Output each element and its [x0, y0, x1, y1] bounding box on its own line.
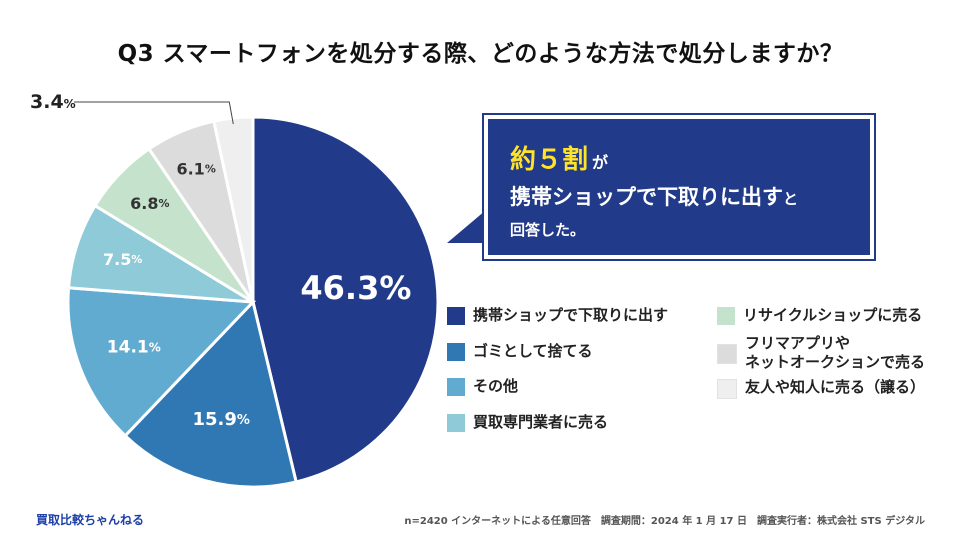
legend-label-3: 買取専門業者に売る [473, 413, 609, 431]
legend-swatch-2 [447, 378, 465, 396]
callout-line2-tail: と [783, 190, 799, 208]
legend-item-1: ゴミとして捨てる [447, 342, 593, 361]
slice-leader-line-6 [74, 101, 234, 125]
pie-slice-0 [251, 115, 440, 484]
legend-item-2: その他 [447, 377, 518, 396]
slice-unit-outside: % [63, 97, 76, 111]
legend-label-1: ゴミとして捨てる [473, 342, 593, 360]
legend-label-6: 友人や知人に売る（譲る） [745, 378, 926, 396]
callout-pointer [447, 205, 492, 243]
legend-swatch-3 [447, 414, 465, 432]
slice-label-3: 7.5% [103, 249, 142, 268]
callout-line3: 回答した。 [510, 221, 586, 239]
slice-label-4: 6.8% [130, 193, 169, 212]
pie-slice-1 [123, 298, 298, 489]
slice-label-0: 46.3% [300, 269, 411, 307]
callout-box: 約５割が 携帯ショップで下取りに出すと 回答した。 [484, 115, 874, 259]
legend-label-4: リサイクルショップに売る [743, 306, 923, 324]
slice-label-2: 14.1% [107, 338, 161, 358]
slice-label-outside: 3.4% [30, 91, 76, 113]
legend-label-2: その他 [473, 377, 519, 395]
legend-item-5: フリマアプリや ネットオークションで売る [717, 334, 925, 372]
slice-label-1: 15.9% [192, 409, 249, 430]
pie-slice-2 [66, 286, 257, 438]
legend-item-3: 買取専門業者に売る [447, 413, 608, 432]
brand-name: 買取比較ちゃんねる [36, 513, 145, 527]
legend-item-4: リサイクルショップに売る [717, 306, 922, 325]
legend-item-0: 携帯ショップで下取りに出す [447, 306, 668, 325]
slice-label-5: 6.1% [176, 159, 215, 178]
slice-value-outside: 3.4 [30, 91, 64, 113]
legend-label-0: 携帯ショップで下取りに出す [473, 306, 669, 324]
legend-swatch-6 [717, 379, 737, 399]
legend-swatch-5 [717, 344, 737, 364]
legend-swatch-4 [717, 307, 735, 325]
legend-item-6: 友人や知人に売る（譲る） [717, 378, 925, 399]
legend-label-5: フリマアプリや ネットオークションで売る [745, 334, 926, 371]
callout-line1: 約５割が [510, 139, 608, 176]
survey-note: n=2420 インターネットによる任意回答 調査期間：2024 年 1 月 17… [404, 516, 925, 527]
pie-slice-6 [212, 115, 255, 303]
legend-swatch-0 [447, 307, 465, 325]
chart-title: Q3 スマートフォンを処分する際、どのような方法で処分しますか？ [117, 41, 844, 67]
callout-line1-tail: が [592, 153, 609, 172]
legend-swatch-1 [447, 343, 465, 361]
callout-highlight: 約５割 [510, 145, 589, 175]
callout-line2: 携帯ショップで下取りに出すと [510, 181, 798, 211]
callout-line2-main: 携帯ショップで下取りに出す [510, 185, 783, 209]
